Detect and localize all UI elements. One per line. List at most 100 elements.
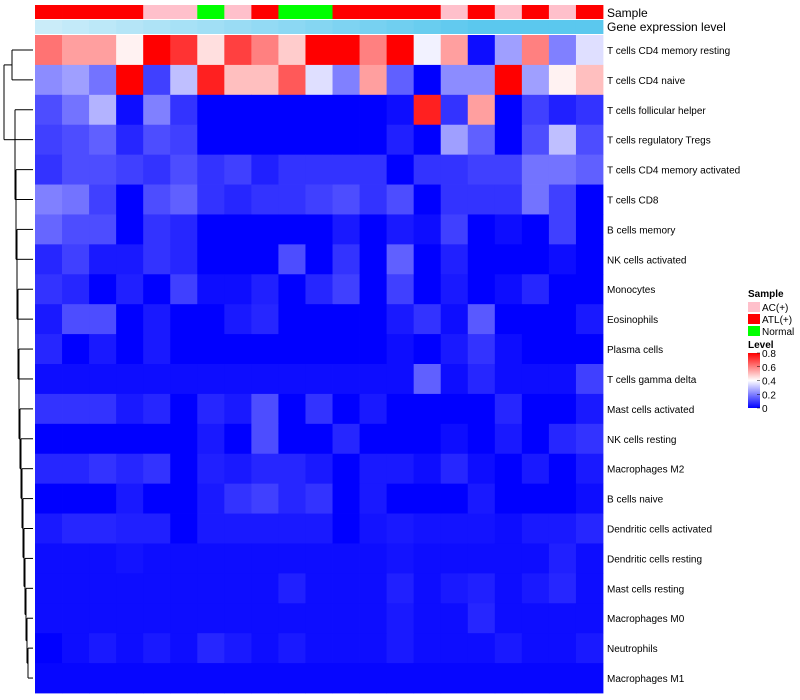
heatmap-cell [494, 423, 523, 455]
heatmap-cell [413, 334, 442, 365]
heatmap-cell [440, 274, 469, 305]
heatmap-cell [548, 603, 577, 634]
heatmap-cell [521, 364, 550, 395]
heatmap-cell [116, 483, 144, 514]
row-label: Macrophages M2 [607, 465, 685, 476]
heatmap-cell [116, 244, 144, 275]
heatmap-cell [197, 393, 225, 425]
heatmap-cell [197, 423, 225, 455]
heatmap-cell [386, 483, 415, 514]
heatmap-cell [170, 184, 198, 215]
heatmap-cell [467, 453, 496, 485]
heatmap-cell [494, 274, 523, 305]
heatmap-cell [494, 244, 523, 275]
heatmap-cell [143, 513, 171, 544]
expression-annotation-cell [494, 20, 523, 34]
heatmap-cell [413, 453, 442, 485]
heatmap-cell [467, 603, 496, 634]
heatmap-cell [89, 364, 117, 395]
heatmap-cell [170, 244, 198, 275]
heatmap-cell [332, 423, 360, 455]
heatmap-cell [494, 35, 523, 66]
heatmap-cell [197, 304, 225, 335]
heatmap-cell [332, 304, 360, 335]
heatmap-cell [62, 453, 90, 485]
heatmap-cell [494, 214, 523, 245]
heatmap-cell [359, 214, 388, 245]
heatmap-cell [197, 543, 225, 574]
heatmap-cell [467, 154, 496, 185]
heatmap-cell [170, 483, 198, 514]
sample-annotation-bar [35, 5, 604, 19]
heatmap-cell [332, 633, 360, 664]
heatmap-cell [35, 663, 63, 694]
heatmap-cell [332, 244, 360, 275]
row-label: T cells CD8 [607, 196, 659, 207]
heatmap-cell [359, 124, 388, 156]
heatmap-cell [548, 483, 577, 514]
heatmap-cell [89, 244, 117, 275]
heatmap-cell [521, 663, 550, 694]
heatmap-cell [278, 513, 306, 544]
heatmap-cell [440, 64, 469, 96]
heatmap-cell [440, 423, 469, 455]
heatmap-cell [494, 393, 523, 425]
heatmap-cell [116, 603, 144, 634]
heatmap-cell [89, 35, 117, 66]
heatmap-cell [548, 513, 577, 544]
heatmap-cell [467, 64, 496, 96]
heatmap-cell [521, 334, 550, 365]
heatmap-cell [494, 364, 523, 395]
heatmap-cell [413, 35, 442, 66]
heatmap-cell [89, 423, 117, 455]
heatmap-cell [35, 633, 63, 664]
heatmap-cell [143, 274, 171, 305]
heatmap-cell [467, 663, 496, 694]
heatmap-cell [89, 483, 117, 514]
heatmap-cell [521, 543, 550, 574]
sample-annotation-cell [62, 5, 90, 19]
heatmap-cell [440, 214, 469, 245]
heatmap-cell [548, 184, 577, 215]
expression-annotation-cell [197, 20, 225, 34]
row-label: T cells regulatory Tregs [607, 136, 711, 147]
heatmap-cell [467, 244, 496, 275]
heatmap-cell [440, 94, 469, 126]
row-labels: T cells CD4 memory resting T cells CD4 na… [607, 46, 740, 685]
heatmap-cell [440, 633, 469, 664]
heatmap-cell [440, 483, 469, 514]
heatmap-cell [89, 274, 117, 305]
heatmap-cell [332, 35, 360, 66]
expression-annotation-cell [143, 20, 171, 34]
heatmap-cell [89, 603, 117, 634]
heatmap-cell [62, 364, 90, 395]
heatmap-cell [116, 184, 144, 215]
heatmap-cell [278, 244, 306, 275]
heatmap-cell [251, 64, 279, 96]
heatmap-cell [521, 304, 550, 335]
heatmap-cell [143, 154, 171, 185]
sample-annotation-cell [521, 5, 550, 19]
legend-sample-items: AC(+)ATL(+)Normal [748, 302, 794, 338]
heatmap-cell [35, 154, 63, 185]
heatmap-cell [62, 513, 90, 544]
heatmap-cell [89, 543, 117, 574]
heatmap-cell [251, 453, 279, 485]
heatmap-cell [332, 94, 360, 126]
heatmap-cell [197, 364, 225, 395]
heatmap-cell [89, 513, 117, 544]
heatmap-cell [305, 483, 333, 514]
row-label: T cells CD4 naive [607, 76, 686, 87]
expression-annotation-cell [332, 20, 360, 34]
heatmap-cell [413, 274, 442, 305]
heatmap-cell [251, 513, 279, 544]
heatmap-cell [575, 633, 604, 664]
heatmap-cell [170, 64, 198, 96]
heatmap-cell [224, 304, 252, 335]
legend-swatch [748, 314, 760, 324]
heatmap-cell [305, 244, 333, 275]
heatmap-cell [278, 633, 306, 664]
heatmap-cell [467, 573, 496, 604]
heatmap-cell [332, 393, 360, 425]
heatmap-cell [278, 603, 306, 634]
